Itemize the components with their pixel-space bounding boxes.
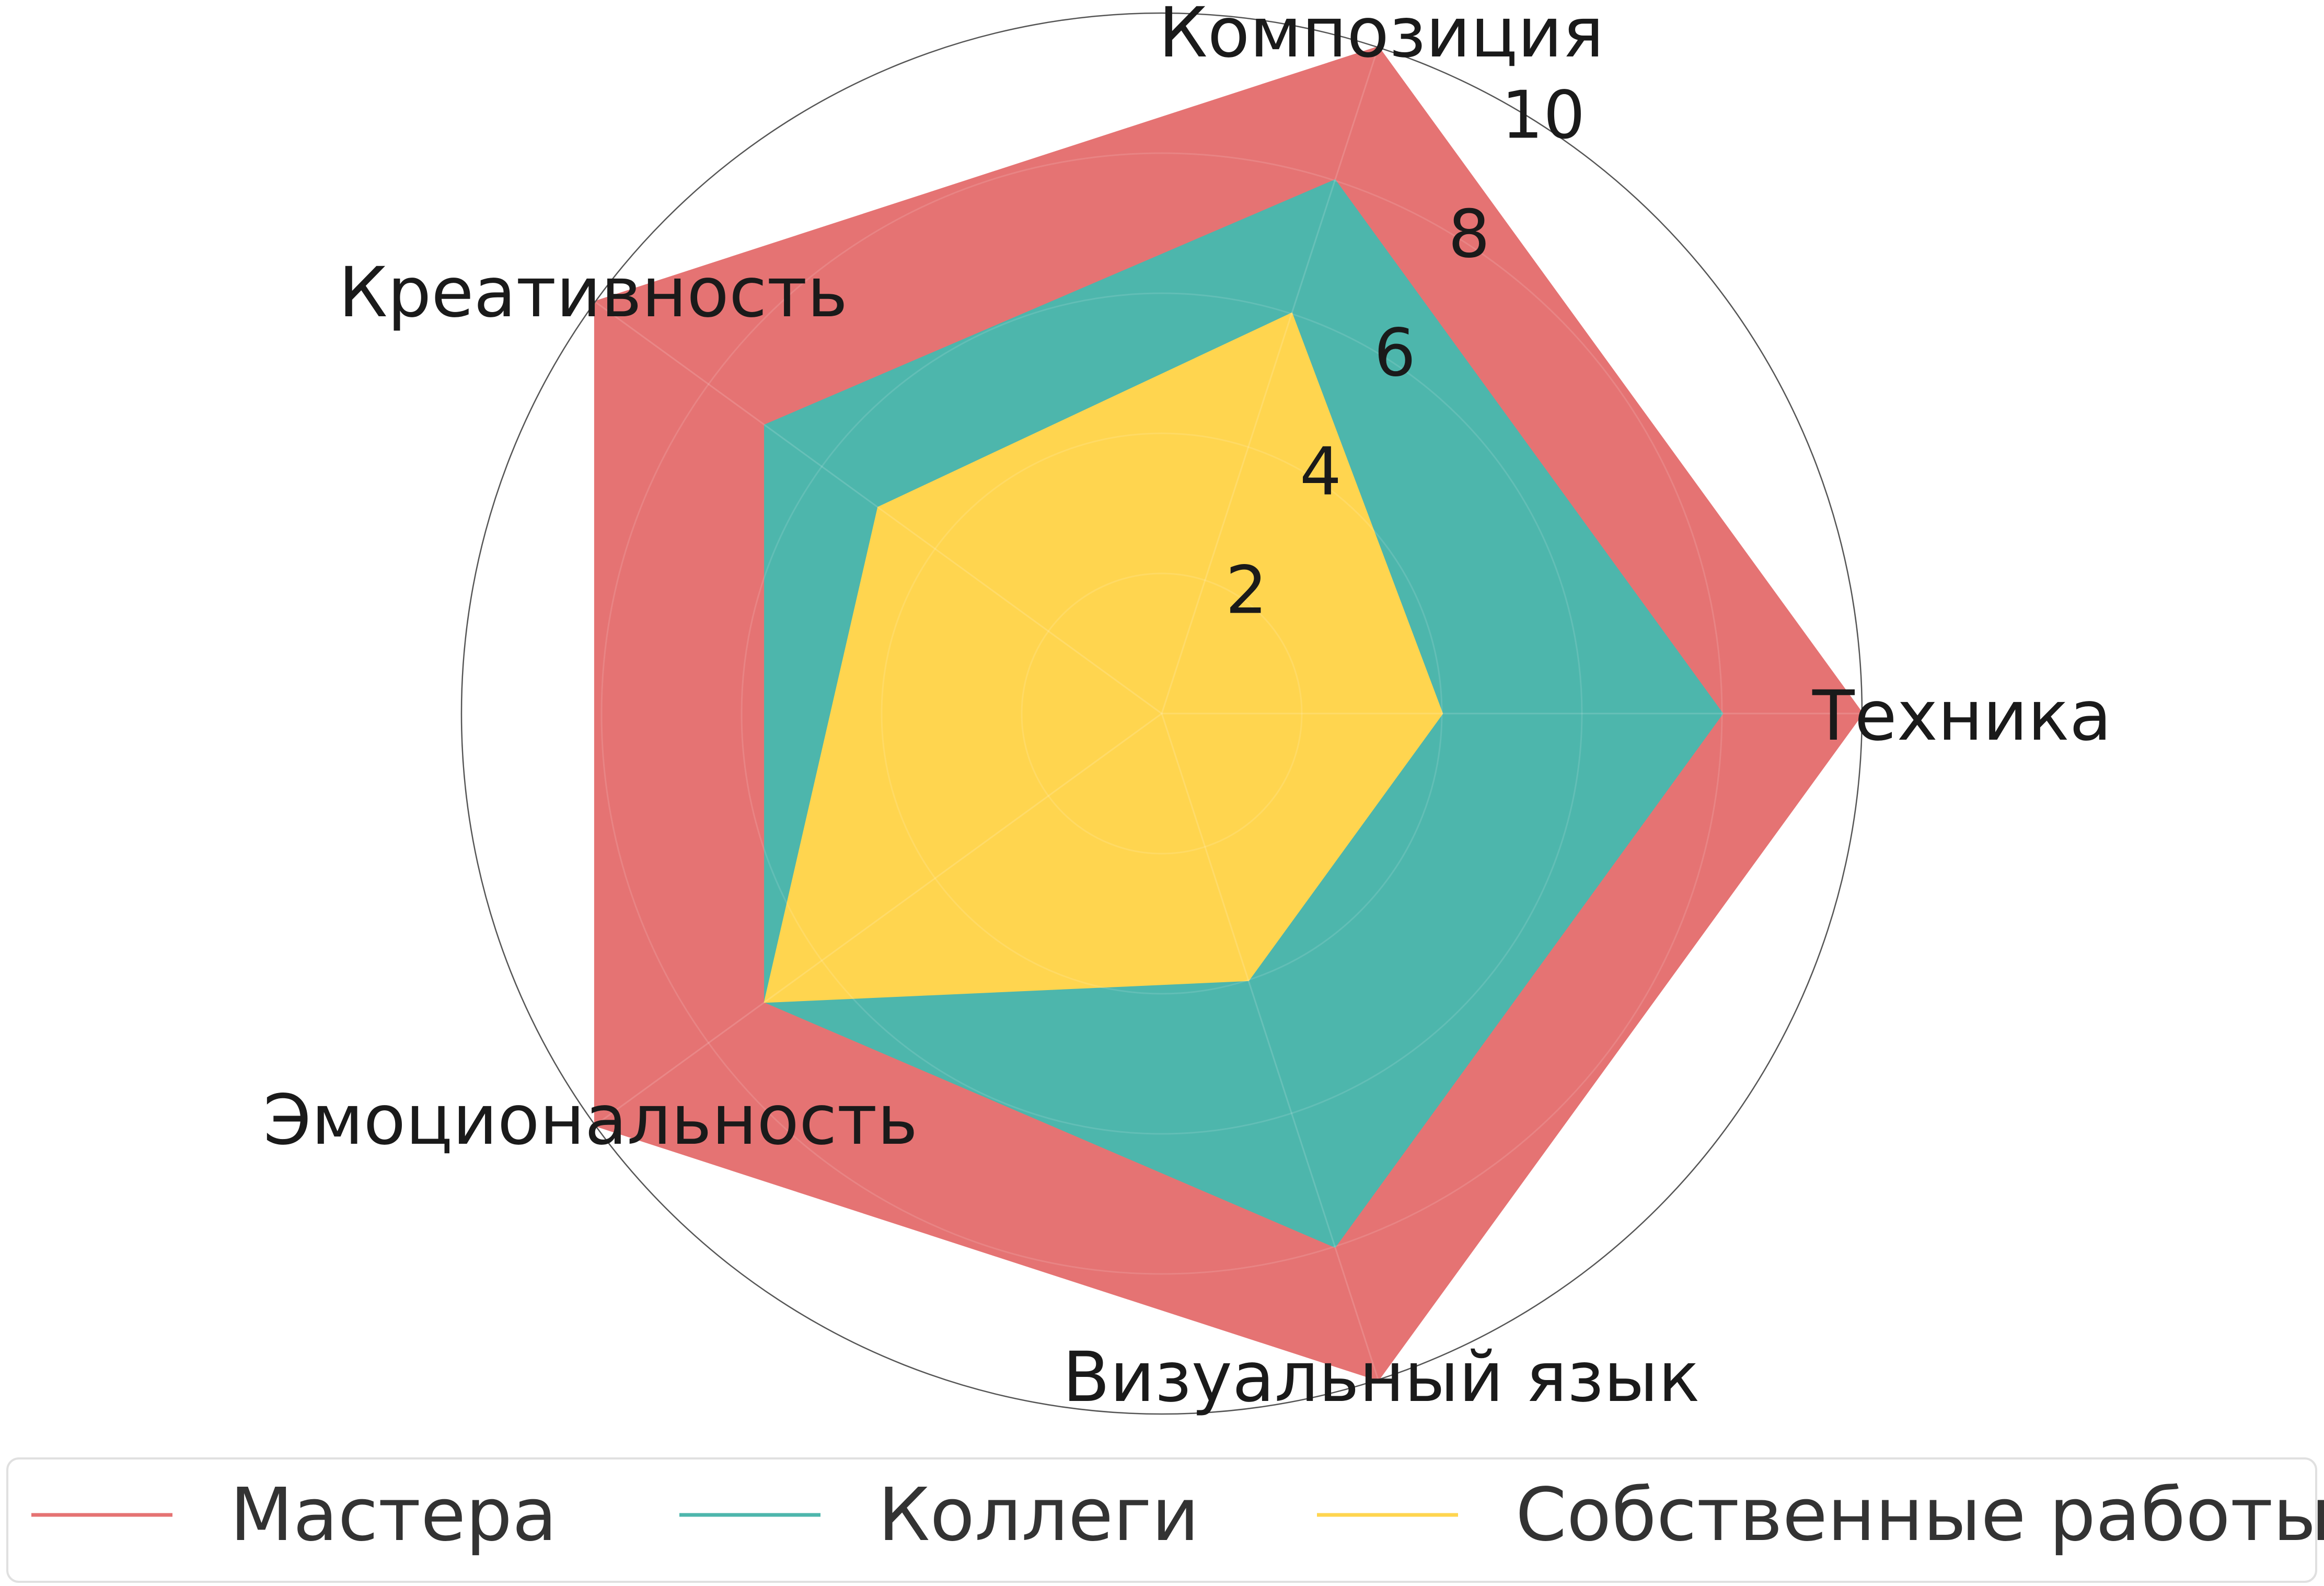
grid-circle-overlay bbox=[881, 432, 1443, 995]
series-area-2 bbox=[764, 312, 1443, 1003]
legend: Мастера Коллеги Собственные работы bbox=[6, 1457, 2324, 1583]
legend-frame bbox=[6, 1457, 2317, 1583]
legend-item: Мастера bbox=[31, 1473, 557, 1558]
legend-label: Мастера bbox=[230, 1473, 557, 1558]
tick-label: 8 bbox=[1448, 196, 1490, 272]
series-areas bbox=[594, 46, 1864, 1381]
axis-label: Креативность bbox=[339, 252, 848, 333]
outer-circle bbox=[460, 12, 1863, 1415]
tick-label: 2 bbox=[1225, 552, 1267, 629]
tick-label: 10 bbox=[1501, 77, 1585, 154]
axis-label: Эмоциональность bbox=[263, 1080, 918, 1160]
spoke bbox=[1161, 713, 1379, 1380]
axis-label: Композиция bbox=[1159, 0, 1604, 73]
spokes bbox=[595, 47, 1862, 1380]
spoke bbox=[595, 712, 1162, 1126]
grid-circle-overlay bbox=[741, 292, 1583, 1135]
spoke bbox=[1161, 47, 1379, 714]
outer-circle bbox=[460, 12, 1863, 1415]
legend-item: Собственные работы bbox=[1317, 1473, 2324, 1558]
axis-labels: Техника Композиция Креативность Эмоциональн… bbox=[263, 0, 2112, 1418]
grid-circle-overlay bbox=[600, 152, 1723, 1275]
tick-label: 4 bbox=[1300, 433, 1342, 510]
legend-item: Коллеги bbox=[679, 1473, 1199, 1558]
legend-label: Коллеги bbox=[878, 1473, 1199, 1558]
grid-circle-overlay bbox=[1021, 572, 1303, 855]
legend-label: Собственные работы bbox=[1516, 1473, 2324, 1558]
spoke bbox=[595, 301, 1162, 715]
axis-label: Визуальный язык bbox=[1062, 1337, 1700, 1418]
axis-label: Техника bbox=[1812, 676, 2112, 756]
tick-label: 6 bbox=[1374, 314, 1416, 391]
